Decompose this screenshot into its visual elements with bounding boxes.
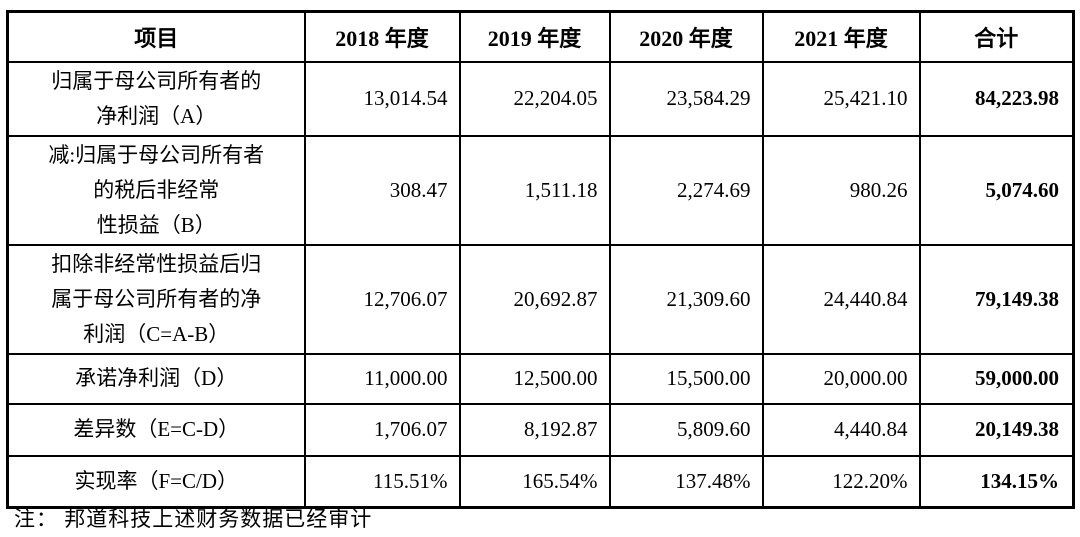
total-cell: 134.15% <box>918 454 1075 509</box>
value-cell: 2,274.69 <box>608 134 764 246</box>
total-cell: 59,000.00 <box>918 352 1075 405</box>
value-cell: 22,204.05 <box>458 60 611 137</box>
row-label: 实现率（F=C/D） <box>6 454 306 509</box>
value-cell: 8,192.87 <box>458 402 611 457</box>
header-row: 项目 2018 年度 2019 年度 2020 年度 2021 年度 合计 <box>6 10 1075 63</box>
value-cell: 12,500.00 <box>458 352 611 405</box>
column-header-total: 合计 <box>918 10 1075 63</box>
table-row-difference-e: 差异数（E=C-D） 1,706.07 8,192.87 5,809.60 4,… <box>6 402 1075 457</box>
value-cell: 20,000.00 <box>761 352 921 405</box>
column-header-item: 项目 <box>6 10 306 63</box>
row-label: 扣除非经常性损益后归 属于母公司所有者的净 利润（C=A-B） <box>6 243 306 355</box>
row-label: 减:归属于母公司所有者 的税后非经常 性损益（B） <box>6 134 306 246</box>
value-cell: 1,511.18 <box>458 134 611 246</box>
financial-table: 项目 2018 年度 2019 年度 2020 年度 2021 年度 合计 归属… <box>6 10 1075 509</box>
table-row-net-profit-a: 归属于母公司所有者的 净利润（A） 13,014.54 22,204.05 23… <box>6 60 1075 137</box>
total-cell: 79,149.38 <box>918 243 1075 355</box>
value-cell: 122.20% <box>761 454 921 509</box>
column-header-2021: 2021 年度 <box>761 10 921 63</box>
value-cell: 25,421.10 <box>761 60 921 137</box>
footnote: 注： 邦道科技上述财务数据已经审计 <box>14 507 373 531</box>
value-cell: 23,584.29 <box>608 60 764 137</box>
table-row-fulfillment-rate-f: 实现率（F=C/D） 115.51% 165.54% 137.48% 122.2… <box>6 454 1075 509</box>
row-label: 差异数（E=C-D） <box>6 402 306 457</box>
value-cell: 12,706.07 <box>303 243 461 355</box>
value-cell: 980.26 <box>761 134 921 246</box>
total-cell: 20,149.38 <box>918 402 1075 457</box>
value-cell: 11,000.00 <box>303 352 461 405</box>
column-header-2019: 2019 年度 <box>458 10 611 63</box>
value-cell: 115.51% <box>303 454 461 509</box>
value-cell: 1,706.07 <box>303 402 461 457</box>
value-cell: 165.54% <box>458 454 611 509</box>
total-cell: 84,223.98 <box>918 60 1075 137</box>
value-cell: 15,500.00 <box>608 352 764 405</box>
row-label: 承诺净利润（D） <box>6 352 306 405</box>
total-cell: 5,074.60 <box>918 134 1075 246</box>
value-cell: 20,692.87 <box>458 243 611 355</box>
column-header-2018: 2018 年度 <box>303 10 461 63</box>
column-header-2020: 2020 年度 <box>608 10 764 63</box>
table-row-adjusted-net-profit-c: 扣除非经常性损益后归 属于母公司所有者的净 利润（C=A-B） 12,706.0… <box>6 243 1075 355</box>
value-cell: 5,809.60 <box>608 402 764 457</box>
value-cell: 308.47 <box>303 134 461 246</box>
value-cell: 13,014.54 <box>303 60 461 137</box>
value-cell: 4,440.84 <box>761 402 921 457</box>
row-label: 归属于母公司所有者的 净利润（A） <box>6 60 306 137</box>
table-row-promised-net-profit-d: 承诺净利润（D） 11,000.00 12,500.00 15,500.00 2… <box>6 352 1075 405</box>
table-row-non-recurring-b: 减:归属于母公司所有者 的税后非经常 性损益（B） 308.47 1,511.1… <box>6 134 1075 246</box>
value-cell: 21,309.60 <box>608 243 764 355</box>
value-cell: 137.48% <box>608 454 764 509</box>
value-cell: 24,440.84 <box>761 243 921 355</box>
